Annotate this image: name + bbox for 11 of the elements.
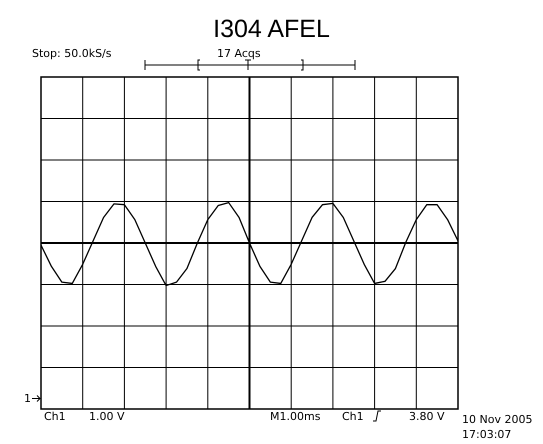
text: 1.00 V — [89, 410, 125, 423]
text: 10 Nov 2005 — [462, 413, 532, 426]
text: Stop: 50.0kS/s — [32, 47, 112, 60]
text: Ch1 — [44, 410, 66, 423]
text: 17 Acqs — [217, 47, 261, 60]
text: Ch1 — [342, 410, 364, 423]
chart-title: I304 AFEL — [212, 15, 331, 43]
text: 1 — [24, 392, 31, 405]
text: 17:03:07 — [462, 428, 512, 441]
text: 3.80 V — [409, 410, 445, 423]
text: M1.00ms — [270, 410, 320, 423]
